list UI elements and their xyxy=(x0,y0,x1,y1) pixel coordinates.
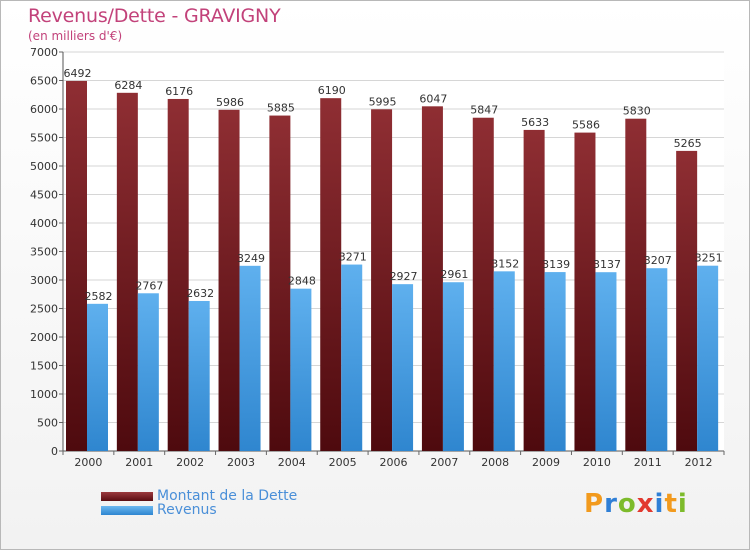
x-tick-label: 2007 xyxy=(430,456,458,469)
y-tick-label: 0 xyxy=(51,445,58,458)
data-label-dette: 5586 xyxy=(572,119,600,132)
logo-letter: i xyxy=(654,489,665,519)
x-tick-label: 2000 xyxy=(74,456,102,469)
bar-revenus xyxy=(544,272,566,451)
bar-revenus xyxy=(493,271,515,451)
bar-dette xyxy=(625,118,647,451)
y-tick-label: 4000 xyxy=(30,217,58,230)
data-label-dette: 5995 xyxy=(369,95,397,108)
data-label-dette: 5633 xyxy=(521,116,549,129)
data-label-revenus: 3137 xyxy=(593,258,621,271)
bar-revenus xyxy=(595,272,617,451)
legend-swatch-revenus xyxy=(101,505,153,515)
legend-swatch-dette xyxy=(101,491,153,501)
bar-dette xyxy=(574,132,596,451)
x-tick-label: 2008 xyxy=(481,456,509,469)
y-tick-label: 1500 xyxy=(30,360,58,373)
y-tick-label: 5000 xyxy=(30,160,58,173)
data-label-revenus: 2927 xyxy=(390,270,418,283)
x-tick-label: 2005 xyxy=(329,456,357,469)
x-tick-label: 2009 xyxy=(532,456,560,469)
y-tick-label: 3500 xyxy=(30,246,58,259)
data-label-dette: 6047 xyxy=(419,92,447,105)
x-tick-label: 2011 xyxy=(634,456,662,469)
y-tick-label: 3000 xyxy=(30,274,58,287)
bar-revenus xyxy=(239,265,261,451)
data-label-dette: 5885 xyxy=(267,102,295,115)
bar-revenus xyxy=(646,268,668,451)
bar-revenus xyxy=(137,293,159,451)
logo-letter: t xyxy=(664,489,678,519)
data-label-dette: 6190 xyxy=(318,84,346,97)
bar-dette xyxy=(472,117,494,451)
bar-revenus xyxy=(697,265,719,451)
x-tick-label: 2002 xyxy=(176,456,204,469)
y-tick-label: 2000 xyxy=(30,331,58,344)
data-label-dette: 5265 xyxy=(674,137,702,150)
data-label-revenus: 2582 xyxy=(85,290,113,303)
y-tick-label: 5500 xyxy=(30,132,58,145)
legend-item-revenus: Revenus xyxy=(101,502,217,518)
x-tick-label: 2004 xyxy=(278,456,306,469)
bar-dette xyxy=(421,106,443,452)
bar-revenus xyxy=(188,300,210,451)
bar-dette xyxy=(167,98,189,451)
legend-label-dette: Montant de la Dette xyxy=(157,488,298,504)
y-tick-label: 1000 xyxy=(30,388,58,401)
bar-revenus xyxy=(442,282,464,451)
proxiti-logo: Proxiti xyxy=(584,489,688,519)
chart-title: Revenus/Dette - GRAVIGNY xyxy=(28,5,281,27)
bar-dette xyxy=(66,80,87,452)
bar-dette xyxy=(676,150,698,451)
bar-revenus xyxy=(87,303,108,451)
data-label-revenus: 2961 xyxy=(440,268,468,281)
logo-letter: r xyxy=(604,489,618,519)
data-label-dette: 6284 xyxy=(114,79,142,92)
bar-revenus xyxy=(392,284,414,451)
x-tick-label: 2003 xyxy=(227,456,255,469)
data-label-revenus: 2767 xyxy=(135,279,163,292)
data-label-revenus: 2848 xyxy=(288,275,316,288)
data-label-revenus: 3251 xyxy=(695,252,723,265)
data-label-dette: 5830 xyxy=(623,105,651,118)
y-tick-label: 6500 xyxy=(30,75,58,88)
bar-revenus xyxy=(341,264,363,451)
x-tick-label: 2001 xyxy=(125,456,153,469)
data-label-revenus: 3249 xyxy=(237,252,265,265)
legend-item-dette: Montant de la Dette xyxy=(101,488,297,504)
y-tick-label: 6000 xyxy=(30,103,58,116)
data-label-revenus: 2632 xyxy=(186,287,214,300)
data-label-revenus: 3207 xyxy=(644,254,672,267)
bar-dette xyxy=(371,109,393,451)
y-tick-label: 7000 xyxy=(30,46,58,59)
data-label-revenus: 3271 xyxy=(339,251,367,264)
data-label-dette: 6176 xyxy=(165,85,193,98)
logo-letter: o xyxy=(617,489,637,519)
bar-dette xyxy=(218,109,240,451)
bar-dette xyxy=(269,115,291,452)
x-tick-label: 2012 xyxy=(685,456,713,469)
data-label-dette: 6492 xyxy=(64,67,92,80)
bar-dette xyxy=(320,98,342,452)
x-tick-label: 2010 xyxy=(583,456,611,469)
data-label-revenus: 3152 xyxy=(491,257,519,270)
y-tick-label: 4500 xyxy=(30,189,58,202)
y-tick-label: 2500 xyxy=(30,303,58,316)
y-tick-label: 500 xyxy=(37,417,58,430)
data-label-dette: 5847 xyxy=(470,104,498,117)
chart-subtitle: (en milliers d'€) xyxy=(28,29,123,43)
x-tick-label: 2006 xyxy=(380,456,408,469)
logo-letter: i xyxy=(677,489,688,519)
legend-label-revenus: Revenus xyxy=(157,502,217,518)
data-label-revenus: 3139 xyxy=(542,258,570,271)
bar-dette xyxy=(523,129,545,451)
bar-dette xyxy=(116,92,138,451)
logo-letter: P xyxy=(584,489,605,519)
bar-revenus xyxy=(290,288,312,451)
logo-letter: x xyxy=(636,489,655,519)
data-label-dette: 5986 xyxy=(216,96,244,109)
